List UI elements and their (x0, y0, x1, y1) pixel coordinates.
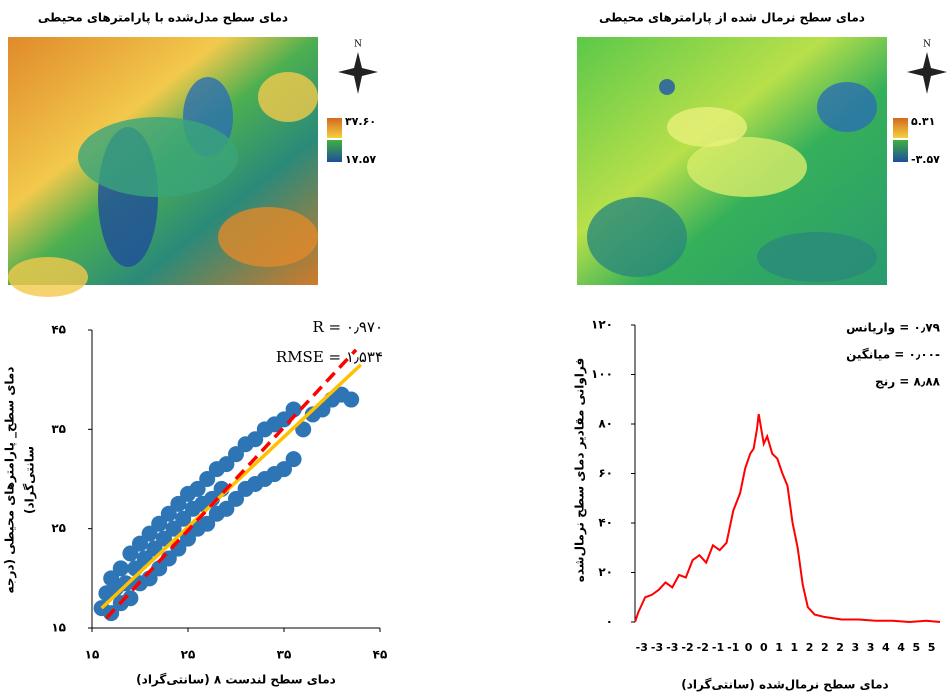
scatter-point (180, 530, 196, 547)
scatter-point (170, 495, 187, 512)
scatter-point (199, 515, 216, 532)
scatter-point (122, 590, 139, 607)
y-tick-label: ۸۰ (598, 417, 613, 431)
map-title: دمای سطح مدل‌شده با پارامترهای محیطی (38, 11, 288, 25)
legend-max: ۳۷.۶۰ (345, 115, 376, 128)
x-tick-label: 2 (806, 641, 814, 654)
scatter-point (160, 505, 177, 522)
annotation: ۰٫۷۹ = واریانس (846, 321, 941, 336)
x-tick-label: 5 (928, 641, 936, 654)
y-tick-label: ۲۰ (598, 565, 613, 579)
x-tick-label: -2 (697, 641, 709, 654)
x-tick-label: 2 (821, 641, 829, 654)
legend-max: ۵.۳۱ (911, 115, 935, 128)
scatter-point (199, 471, 216, 487)
x-tick-label: -3 (651, 641, 663, 654)
north-arrow (338, 52, 378, 94)
x-tick-label: 3 (867, 641, 875, 654)
scatter-point (218, 500, 235, 517)
map-feature (757, 232, 877, 282)
x-tick-label: -1 (727, 641, 739, 654)
north-label: N (923, 40, 931, 50)
y-tick-label: ۴۵ (51, 323, 66, 337)
x-tick-label: ۱۵ (85, 648, 100, 662)
annotation: ۸٫۸۸ = رنج (875, 375, 941, 389)
x-axis-label: دمای سطح لندست ۸ (سانتی‌گراد) (136, 673, 336, 687)
scatter-point (165, 520, 182, 537)
x-tick-label: 5 (912, 641, 920, 654)
y-tick-label: ۶۰ (598, 466, 613, 480)
x-tick-label: -2 (681, 641, 693, 654)
annotation: RMSE = ۱٫۵۳۴ (276, 348, 383, 366)
reference-line (105, 348, 358, 620)
map-feature (667, 107, 747, 147)
scatter-point (156, 530, 172, 547)
map-feature (78, 117, 238, 197)
map-feature (8, 257, 88, 297)
y-tick-label: ۱۲۰ (591, 318, 613, 332)
map-feature (218, 207, 318, 267)
y-tick-label: ۰ (606, 615, 613, 629)
legend-bar-high (327, 118, 342, 138)
x-tick-label: 0 (760, 641, 768, 654)
legend-bar-high (893, 118, 908, 138)
scatter-point (285, 451, 302, 468)
y-tick-label: ۱۰۰ (591, 367, 613, 381)
map-feature (687, 137, 807, 197)
scatter-point (247, 431, 264, 448)
x-tick-label: ۴۵ (373, 648, 388, 662)
x-tick-label: -3 (666, 641, 678, 654)
y-tick-label: ۲۵ (51, 521, 66, 535)
frequency-line (634, 413, 941, 624)
x-tick-label: ۳۵ (277, 648, 292, 662)
x-tick-label: 0 (745, 641, 753, 654)
legend-bar-low (893, 140, 908, 162)
annotation: -۰٫۰۰ = میانگین (846, 348, 940, 362)
x-axis-label: دمای سطح نرمال‌شده (سانتی‌گراد) (681, 678, 888, 692)
map-feature (258, 72, 318, 122)
legend-bar-low (327, 140, 342, 162)
scatter-point (295, 421, 312, 438)
x-tick-label: 3 (851, 641, 859, 654)
annotation: R = ۰٫۹۷۰ (312, 318, 383, 336)
map-feature (659, 79, 675, 95)
x-tick-label: 4 (882, 641, 890, 654)
scatter-point (175, 510, 192, 527)
y-axis-label: دمای سطح_ پارامترهای محیطی (درجه (3, 367, 18, 594)
scatter-point (228, 490, 244, 507)
scatter-point (132, 535, 148, 552)
scatter-point (151, 515, 168, 532)
y-axis-label: سانتی‌گراد) (23, 446, 37, 514)
scatter-point (141, 525, 158, 542)
scatter-point (122, 545, 139, 562)
map-title: دمای سطح نرمال شده از پارامترهای محیطی (599, 11, 865, 25)
legend-min: -۳.۵۷ (911, 153, 940, 166)
scatter-point (151, 560, 168, 577)
x-tick-label: 1 (775, 641, 783, 654)
scatter-point (343, 391, 360, 408)
scatter-point (228, 446, 244, 463)
scatter-point (276, 461, 292, 478)
x-tick-label: 2 (836, 641, 844, 654)
north-label: N (354, 40, 362, 50)
x-tick-label: 1 (790, 641, 798, 654)
legend-min: ۱۷.۵۷ (345, 153, 376, 166)
y-tick-label: ۱۵ (51, 621, 66, 635)
scatter-point (285, 401, 302, 418)
scatter-point (112, 560, 129, 577)
map-feature (817, 82, 877, 132)
x-tick-label: -3 (636, 641, 648, 654)
x-tick-label: ۲۵ (181, 648, 196, 662)
y-axis-label: فراوانی مقادیر دمای سطح نرمال‌شده (573, 358, 588, 582)
north-arrow (907, 52, 947, 94)
scatter-point (189, 480, 206, 497)
x-tick-label: -1 (712, 641, 724, 654)
map-feature (587, 197, 687, 277)
x-tick-label: 4 (897, 641, 905, 654)
y-tick-label: ۳۵ (51, 422, 66, 436)
y-tick-label: ۴۰ (598, 516, 613, 530)
scatter-point (218, 456, 235, 473)
